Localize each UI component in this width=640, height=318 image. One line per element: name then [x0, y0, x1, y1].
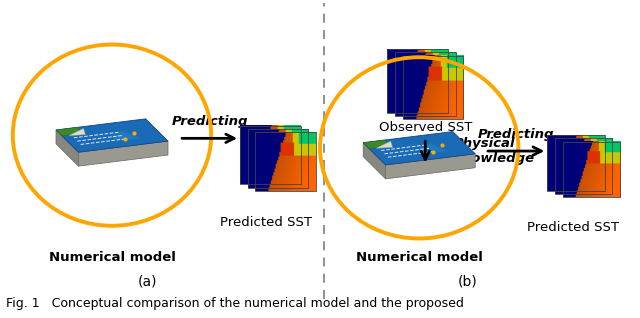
- Polygon shape: [376, 141, 392, 148]
- Text: Physical
knowledge: Physical knowledge: [454, 137, 535, 165]
- Text: Numerical model: Numerical model: [356, 251, 483, 264]
- Polygon shape: [56, 119, 168, 152]
- Polygon shape: [385, 154, 476, 179]
- Polygon shape: [109, 130, 140, 141]
- Polygon shape: [56, 130, 79, 166]
- Bar: [255, 132, 316, 191]
- Text: Numerical model: Numerical model: [49, 251, 175, 264]
- Text: Predicted SST: Predicted SST: [527, 221, 619, 234]
- Polygon shape: [364, 143, 385, 179]
- Text: Predicting: Predicting: [477, 128, 554, 141]
- Bar: [387, 49, 448, 113]
- Text: (b): (b): [458, 274, 477, 288]
- Polygon shape: [364, 132, 476, 165]
- Polygon shape: [79, 141, 168, 166]
- Text: Observed SST: Observed SST: [379, 121, 472, 134]
- Bar: [403, 56, 463, 119]
- Polygon shape: [69, 128, 85, 135]
- Bar: [555, 138, 612, 194]
- Text: Fig. 1   Conceptual comparison of the numerical model and the proposed: Fig. 1 Conceptual comparison of the nume…: [6, 297, 464, 310]
- Polygon shape: [364, 140, 388, 148]
- Bar: [248, 129, 308, 188]
- Bar: [395, 52, 456, 116]
- Text: Predicting: Predicting: [172, 115, 248, 128]
- Bar: [240, 126, 301, 184]
- Bar: [547, 135, 605, 191]
- Polygon shape: [56, 127, 81, 135]
- Polygon shape: [416, 143, 447, 153]
- Text: (a): (a): [138, 274, 157, 288]
- Bar: [563, 142, 620, 197]
- Text: Predicted SST: Predicted SST: [220, 216, 312, 229]
